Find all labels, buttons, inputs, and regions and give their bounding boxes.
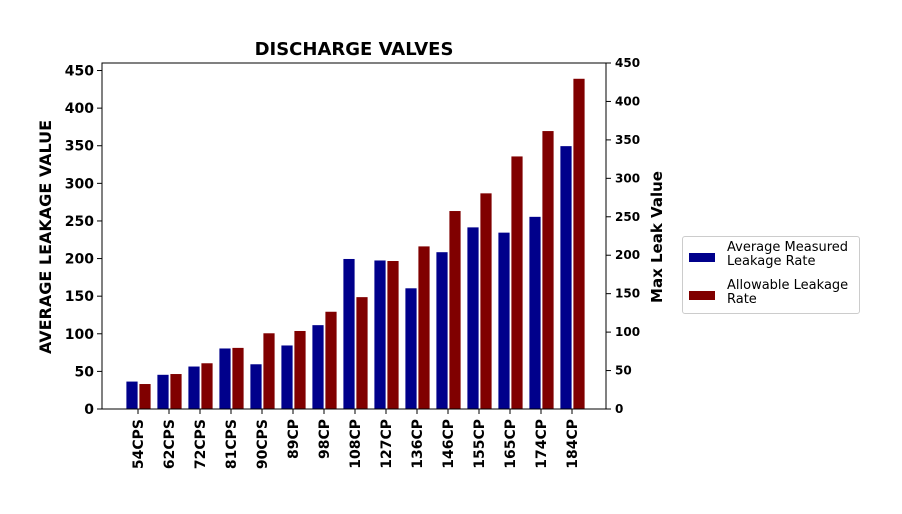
left-tick-label: 250 <box>65 214 94 230</box>
x-axis-ticks: 54CPS 62CPS 72CPS 81CPS 90CPS 89CP 98CP 108CP 12… <box>131 409 581 469</box>
right-tick-label: 50 <box>615 364 632 378</box>
bar-allowable-81CPS <box>231 347 245 410</box>
left-tick-label: 400 <box>65 101 94 117</box>
left-tick-label: 0 <box>84 402 94 418</box>
bar-measured-136CP <box>404 287 418 410</box>
legend-label-allowable: Allowable Leakage Rate <box>727 278 849 307</box>
bar-allowable-89CP <box>293 330 307 410</box>
x-tick-label: 184CP <box>565 419 581 469</box>
bar-allowable-136CP <box>417 245 431 410</box>
chart-title: DISCHARGE VALVES <box>255 39 454 60</box>
legend-item-measured: Average Measured Leakage Rate <box>689 241 862 269</box>
x-tick-label: 165CP <box>503 419 519 469</box>
right-tick-label: 250 <box>615 210 640 224</box>
bar-allowable-98CP <box>324 310 338 410</box>
bar-measured-62CPS <box>156 373 170 410</box>
bar-measured-108CP <box>342 258 356 410</box>
bar-measured-98CP <box>311 324 325 410</box>
bar-allowable-174CP <box>541 130 555 410</box>
left-tick-label: 100 <box>65 327 94 343</box>
bar-allowable-146CP <box>448 210 462 410</box>
left-axis-ticks: 0 50 100 150 200 250 300 350 400 450 <box>65 64 102 418</box>
bar-measured-72CPS <box>187 365 201 410</box>
bar-measured-90CPS <box>249 363 263 410</box>
bar-measured-127CP <box>373 259 387 410</box>
bar-measured-89CP <box>280 344 294 410</box>
right-tick-label: 400 <box>615 94 640 108</box>
x-tick-label: 81CPS <box>224 419 240 469</box>
right-tick-label: 150 <box>615 287 640 301</box>
left-tick-label: 150 <box>65 289 94 305</box>
bar-measured-184CP <box>559 145 573 410</box>
bar-allowable-155CP <box>479 192 493 410</box>
left-tick-label: 200 <box>65 252 94 268</box>
bar-measured-165CP <box>497 231 511 410</box>
right-tick-label: 0 <box>615 402 623 416</box>
legend-swatch-allowable <box>689 291 715 300</box>
left-tick-label: 50 <box>75 364 95 380</box>
x-tick-label: 146CP <box>441 419 457 469</box>
x-tick-label: 174CP <box>534 419 550 469</box>
x-tick-label: 127CP <box>379 419 395 469</box>
plot-frame <box>101 62 607 410</box>
x-tick-label: 136CP <box>410 419 426 469</box>
left-tick-label: 300 <box>65 176 94 192</box>
bar-measured-155CP <box>466 226 480 410</box>
bar-allowable-62CPS <box>169 373 183 410</box>
bar-allowable-72CPS <box>200 362 214 410</box>
x-tick-label: 62CPS <box>162 419 178 469</box>
bar-measured-174CP <box>528 216 542 410</box>
bar-allowable-184CP <box>572 77 586 410</box>
right-tick-label: 100 <box>615 325 640 339</box>
x-tick-label: 98CP <box>317 419 333 459</box>
bar-measured-81CPS <box>218 347 232 410</box>
bar-allowable-54CPS <box>138 383 152 410</box>
secondary-y-axis-label: Max Leak Value <box>648 171 666 303</box>
bar-allowable-165CP <box>510 155 524 410</box>
y-axis-label: AVERAGE LEAKAGE VALUE <box>36 120 55 354</box>
right-tick-label: 350 <box>615 133 640 147</box>
bar-allowable-108CP <box>355 296 369 410</box>
x-tick-label: 90CPS <box>255 419 271 469</box>
legend-item-allowable: Allowable Leakage Rate <box>689 279 862 307</box>
x-tick-label: 108CP <box>348 419 364 469</box>
bar-allowable-90CPS <box>262 332 276 410</box>
right-tick-label: 450 <box>615 56 640 70</box>
bar-measured-146CP <box>435 251 449 410</box>
legend-swatch-measured <box>689 253 715 262</box>
right-tick-label: 300 <box>615 171 640 185</box>
x-tick-label: 54CPS <box>131 419 147 469</box>
right-tick-label: 200 <box>615 248 640 262</box>
bar-allowable-127CP <box>386 260 400 410</box>
right-axis-ticks: 0 50 100 150 200 250 300 350 400 450 <box>606 56 640 416</box>
x-tick-label: 89CP <box>286 419 302 459</box>
legend-label-measured: Average Measured Leakage Rate <box>727 240 849 269</box>
x-tick-label: 72CPS <box>193 419 209 469</box>
x-tick-label: 155CP <box>472 419 488 469</box>
left-tick-label: 350 <box>65 139 94 155</box>
bars-group <box>125 77 586 410</box>
left-tick-label: 450 <box>65 64 94 80</box>
bar-measured-54CPS <box>125 380 139 410</box>
legend: Average Measured Leakage Rate Allowable … <box>682 236 860 314</box>
